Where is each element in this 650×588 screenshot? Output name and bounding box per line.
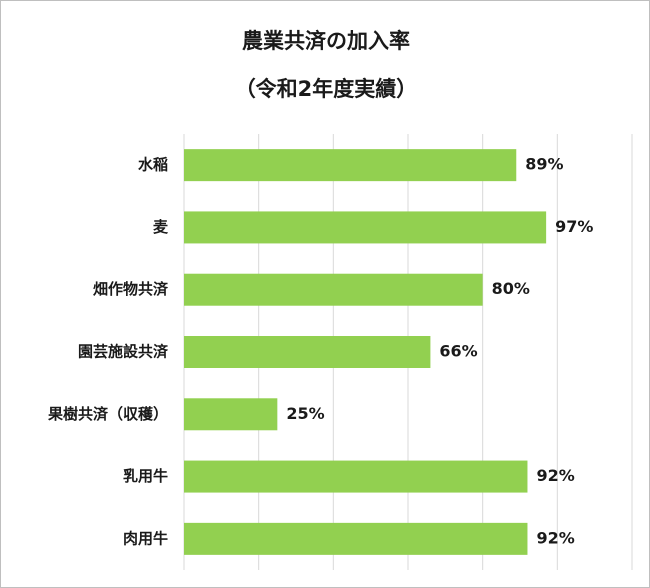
- bar: [184, 398, 278, 431]
- data-label: 80%: [492, 279, 530, 298]
- category-label: 園芸施設共済: [78, 343, 169, 361]
- bar: [184, 522, 528, 555]
- bar: [184, 149, 517, 182]
- bar: [184, 336, 431, 368]
- data-label: 25%: [286, 404, 324, 423]
- category-label: 肉用牛: [123, 529, 168, 547]
- data-label: 89%: [525, 155, 563, 174]
- category-label: 水稲: [138, 156, 168, 174]
- data-label: 66%: [439, 342, 477, 361]
- category-label: 麦: [153, 218, 169, 236]
- bar: [184, 273, 483, 306]
- chart-subtitle: （令和2年度実績）: [234, 77, 418, 101]
- data-label: 92%: [536, 466, 574, 485]
- data-label: 92%: [536, 528, 574, 547]
- bar: [184, 460, 528, 493]
- data-label: 97%: [555, 217, 593, 236]
- bar: [184, 211, 547, 244]
- category-label: 畑作物共済: [92, 280, 169, 298]
- category-label: 乳用牛: [123, 467, 168, 485]
- category-label: 果樹共済（収穫）: [47, 405, 168, 423]
- chart-title: 農業共済の加入率: [242, 29, 410, 53]
